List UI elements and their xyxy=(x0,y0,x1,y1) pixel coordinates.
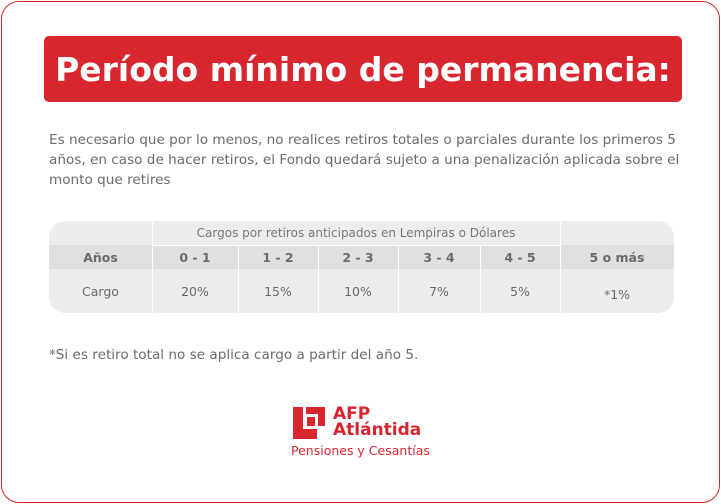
column-divider xyxy=(318,245,319,313)
logo-tagline: Pensiones y Cesantías xyxy=(291,443,430,458)
column-divider xyxy=(560,245,561,313)
header-cell: 2 - 3 xyxy=(342,249,374,265)
header-cell: 0 - 1 xyxy=(179,249,211,265)
column-divider xyxy=(152,221,153,245)
footnote: *Si es retiro total no se aplica cargo a… xyxy=(49,347,419,363)
table-cell: 5% xyxy=(510,283,530,299)
title-banner: Período mínimo de permanencia: xyxy=(44,36,682,102)
row-label-cell: Cargo xyxy=(82,283,119,299)
table-cell: 10% xyxy=(344,283,372,299)
header-cell-years: Años xyxy=(83,249,118,265)
charges-table: Cargos por retiros anticipados en Lempir… xyxy=(49,221,674,313)
header-cell: 5 o más xyxy=(589,249,645,265)
header-cell: 3 - 4 xyxy=(423,249,455,265)
header-cell: 1 - 2 xyxy=(262,249,294,265)
table-row: Cargo 20% 15% 10% 7% 5% *1% xyxy=(49,269,674,313)
column-divider xyxy=(238,245,239,313)
column-divider xyxy=(398,245,399,313)
table-cell: 20% xyxy=(181,283,209,299)
table-cell: 7% xyxy=(429,283,449,299)
table-caption: Cargos por retiros anticipados en Lempir… xyxy=(196,226,516,240)
logo-mark-icon xyxy=(293,407,325,439)
header-cell: 4 - 5 xyxy=(504,249,536,265)
table-header-row: Años 0 - 1 1 - 2 2 - 3 3 - 4 4 - 5 5 o m… xyxy=(49,245,674,269)
row-divider xyxy=(152,245,560,246)
page-title: Período mínimo de permanencia: xyxy=(55,49,671,89)
afp-atlantida-logo: AFP Atlántida Pensiones y Cesantías xyxy=(291,405,441,461)
intro-paragraph: Es necesario que por lo menos, no realic… xyxy=(49,132,680,188)
column-divider xyxy=(560,221,561,245)
table-cell: 15% xyxy=(264,283,292,299)
column-divider xyxy=(480,245,481,313)
table-cell: *1% xyxy=(603,286,631,302)
column-divider xyxy=(152,245,153,313)
logo-line-1: AFP xyxy=(333,404,371,424)
logo-line-2: Atlántida xyxy=(333,420,422,440)
